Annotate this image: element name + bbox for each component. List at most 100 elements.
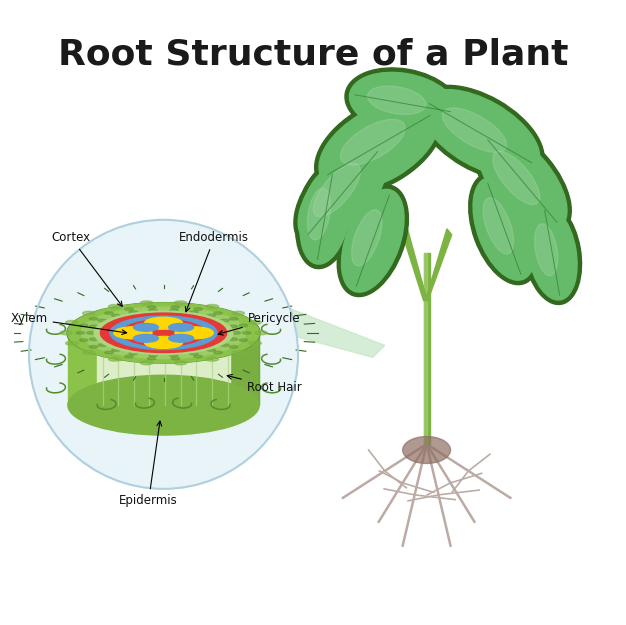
Ellipse shape: [232, 311, 245, 315]
Ellipse shape: [133, 334, 158, 342]
Polygon shape: [68, 336, 259, 405]
Polygon shape: [185, 268, 385, 358]
Text: Pericycle: Pericycle: [218, 312, 300, 335]
Ellipse shape: [59, 331, 72, 335]
Ellipse shape: [133, 324, 158, 331]
Ellipse shape: [145, 318, 183, 329]
Ellipse shape: [232, 351, 245, 354]
Ellipse shape: [98, 344, 106, 346]
Ellipse shape: [100, 313, 227, 352]
Polygon shape: [426, 229, 452, 301]
Text: Root Hair: Root Hair: [227, 374, 302, 394]
Polygon shape: [96, 336, 230, 405]
Ellipse shape: [213, 312, 222, 314]
Ellipse shape: [337, 185, 408, 297]
Ellipse shape: [90, 338, 98, 341]
Ellipse shape: [300, 169, 350, 264]
Ellipse shape: [125, 308, 133, 311]
Ellipse shape: [349, 72, 456, 134]
Ellipse shape: [213, 351, 222, 354]
Ellipse shape: [66, 321, 78, 324]
Ellipse shape: [493, 151, 540, 204]
Ellipse shape: [76, 331, 85, 334]
Ellipse shape: [174, 361, 187, 365]
Ellipse shape: [145, 336, 183, 348]
Ellipse shape: [111, 314, 120, 317]
Ellipse shape: [367, 86, 426, 114]
Ellipse shape: [352, 209, 382, 266]
Ellipse shape: [483, 198, 513, 254]
Ellipse shape: [171, 306, 180, 308]
Ellipse shape: [129, 311, 138, 314]
Ellipse shape: [207, 314, 215, 317]
Ellipse shape: [255, 331, 267, 335]
Ellipse shape: [190, 311, 198, 314]
Ellipse shape: [295, 165, 354, 269]
Ellipse shape: [67, 302, 260, 363]
Ellipse shape: [98, 319, 106, 322]
Ellipse shape: [110, 316, 217, 349]
Ellipse shape: [417, 86, 544, 181]
Ellipse shape: [81, 307, 246, 359]
Ellipse shape: [114, 327, 152, 339]
Ellipse shape: [527, 206, 577, 300]
Ellipse shape: [147, 306, 156, 308]
Ellipse shape: [220, 344, 229, 346]
Ellipse shape: [473, 127, 572, 235]
Ellipse shape: [170, 309, 178, 312]
Ellipse shape: [194, 355, 202, 358]
Text: Endodermis: Endodermis: [180, 231, 249, 312]
Ellipse shape: [83, 351, 95, 354]
Circle shape: [29, 220, 298, 489]
Ellipse shape: [105, 351, 113, 354]
Ellipse shape: [229, 318, 238, 320]
Text: Xylem: Xylem: [11, 312, 126, 334]
Ellipse shape: [206, 304, 218, 308]
Ellipse shape: [108, 357, 121, 361]
Ellipse shape: [80, 339, 88, 341]
Ellipse shape: [190, 352, 198, 355]
Ellipse shape: [175, 327, 213, 339]
Ellipse shape: [242, 331, 251, 334]
Ellipse shape: [171, 357, 180, 360]
Ellipse shape: [90, 346, 98, 348]
Ellipse shape: [403, 436, 451, 464]
Ellipse shape: [232, 331, 240, 334]
Polygon shape: [424, 253, 430, 444]
Polygon shape: [212, 336, 259, 405]
Ellipse shape: [121, 319, 205, 346]
Ellipse shape: [80, 324, 88, 327]
Ellipse shape: [207, 349, 215, 351]
Ellipse shape: [314, 163, 361, 217]
Ellipse shape: [473, 177, 536, 280]
Ellipse shape: [535, 224, 558, 276]
Ellipse shape: [229, 346, 238, 348]
Ellipse shape: [83, 311, 95, 315]
Ellipse shape: [298, 143, 387, 242]
Ellipse shape: [206, 357, 218, 361]
Ellipse shape: [170, 354, 178, 357]
Ellipse shape: [147, 357, 156, 360]
Ellipse shape: [174, 301, 187, 305]
Polygon shape: [424, 253, 426, 444]
Ellipse shape: [421, 89, 540, 177]
Ellipse shape: [341, 119, 405, 165]
Ellipse shape: [108, 304, 121, 308]
Ellipse shape: [229, 325, 238, 328]
Ellipse shape: [249, 341, 262, 345]
Ellipse shape: [345, 68, 460, 139]
Polygon shape: [403, 229, 427, 301]
Text: Root Structure of a Plant: Root Structure of a Plant: [58, 38, 568, 71]
Text: Epidermis: Epidermis: [119, 421, 178, 508]
Ellipse shape: [478, 131, 567, 231]
Ellipse shape: [168, 324, 193, 331]
Ellipse shape: [315, 96, 443, 194]
Ellipse shape: [168, 334, 193, 342]
Ellipse shape: [149, 354, 158, 357]
Ellipse shape: [523, 201, 582, 304]
Ellipse shape: [239, 324, 248, 327]
Ellipse shape: [294, 139, 392, 247]
Ellipse shape: [307, 188, 331, 240]
Ellipse shape: [94, 311, 233, 354]
Ellipse shape: [86, 331, 95, 334]
